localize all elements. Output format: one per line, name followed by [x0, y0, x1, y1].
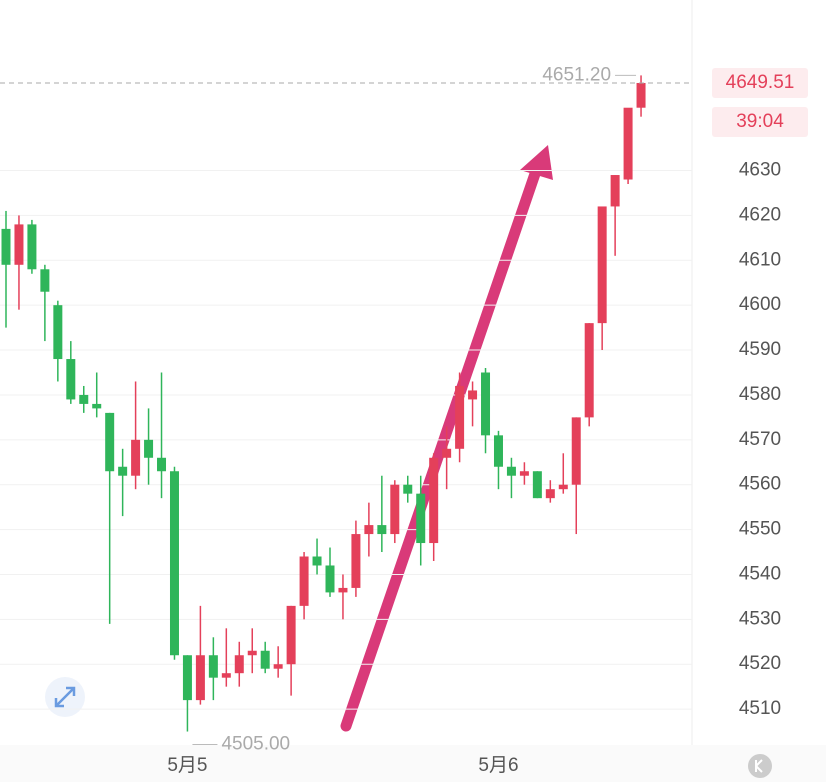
- candle-body: [299, 556, 309, 606]
- candle-body: [610, 175, 620, 207]
- kline-button[interactable]: [748, 754, 772, 778]
- candle-body: [208, 655, 218, 678]
- candle-body: [234, 655, 244, 674]
- candle-body: [182, 655, 192, 701]
- expand-icon[interactable]: [45, 677, 85, 717]
- y-tick-label: 4610: [739, 249, 781, 270]
- candle-body: [584, 323, 594, 418]
- candle-body: [481, 372, 491, 436]
- y-tick-label: 4570: [739, 429, 781, 450]
- y-tick-label: 4580: [739, 384, 781, 405]
- y-tick-label: 4630: [739, 160, 781, 181]
- candle-body: [221, 673, 231, 678]
- trend-arrow: [340, 145, 553, 732]
- candle-body: [403, 484, 413, 494]
- candle-body: [195, 655, 205, 701]
- candle-body: [636, 82, 646, 108]
- candle-body: [144, 439, 154, 458]
- candle-body: [260, 650, 270, 669]
- candle-body: [519, 471, 529, 476]
- candle-body: [506, 466, 516, 476]
- max-marker-label: 4651.20: [542, 64, 611, 85]
- last-price-bg: [712, 67, 808, 98]
- y-tick-label: 4590: [739, 339, 781, 360]
- candle-body: [455, 385, 465, 449]
- candle-body: [105, 412, 115, 472]
- y-tick-label: 4520: [739, 653, 781, 674]
- candle-body: [286, 605, 296, 665]
- candle-body: [468, 390, 478, 400]
- candle-body: [14, 224, 24, 265]
- candle-body: [545, 489, 555, 499]
- candle-body: [377, 525, 387, 535]
- min-marker-label: 4505.00: [221, 734, 290, 755]
- candle-body: [493, 435, 503, 467]
- y-tick-label: 4600: [739, 294, 781, 315]
- candle-body: [325, 565, 335, 593]
- y-tick-label: 4620: [739, 204, 781, 225]
- candle-body: [92, 403, 102, 409]
- candle-body: [118, 466, 128, 476]
- y-tick-label: 4560: [739, 474, 781, 495]
- candle-body: [131, 439, 141, 476]
- candle-body: [1, 228, 11, 265]
- x-tick-label: 5月5: [167, 755, 207, 776]
- candle-body: [40, 269, 50, 292]
- candle-body: [351, 534, 361, 588]
- candle-body: [273, 664, 283, 669]
- candle-body: [79, 394, 89, 404]
- candle-body: [247, 650, 257, 656]
- candle-body: [558, 484, 568, 490]
- candle-body: [390, 484, 400, 535]
- candle-body: [66, 359, 76, 400]
- candle-body: [416, 493, 426, 544]
- candle-body: [169, 471, 179, 656]
- candle-body: [338, 587, 348, 593]
- countdown-bg: [712, 106, 808, 137]
- candle-body: [312, 556, 322, 566]
- candle-body: [157, 457, 167, 472]
- candle-body: [623, 107, 633, 180]
- x-axis-band: [0, 745, 826, 782]
- candle-body: [429, 457, 439, 544]
- y-tick-label: 4510: [739, 698, 781, 719]
- y-tick-label: 4540: [739, 563, 781, 584]
- candle-body: [27, 224, 37, 270]
- candle-body: [532, 471, 542, 499]
- y-tick-label: 4530: [739, 608, 781, 629]
- countdown: 39:04: [736, 111, 784, 132]
- last-price-label: 4649.51: [726, 72, 795, 93]
- candle-body: [442, 448, 452, 458]
- candle-body: [571, 417, 581, 485]
- y-tick-label: 4550: [739, 519, 781, 540]
- candle-body: [364, 525, 374, 535]
- candle-body: [53, 305, 63, 360]
- candle-body: [597, 206, 607, 324]
- x-tick-label: 5月6: [478, 755, 518, 776]
